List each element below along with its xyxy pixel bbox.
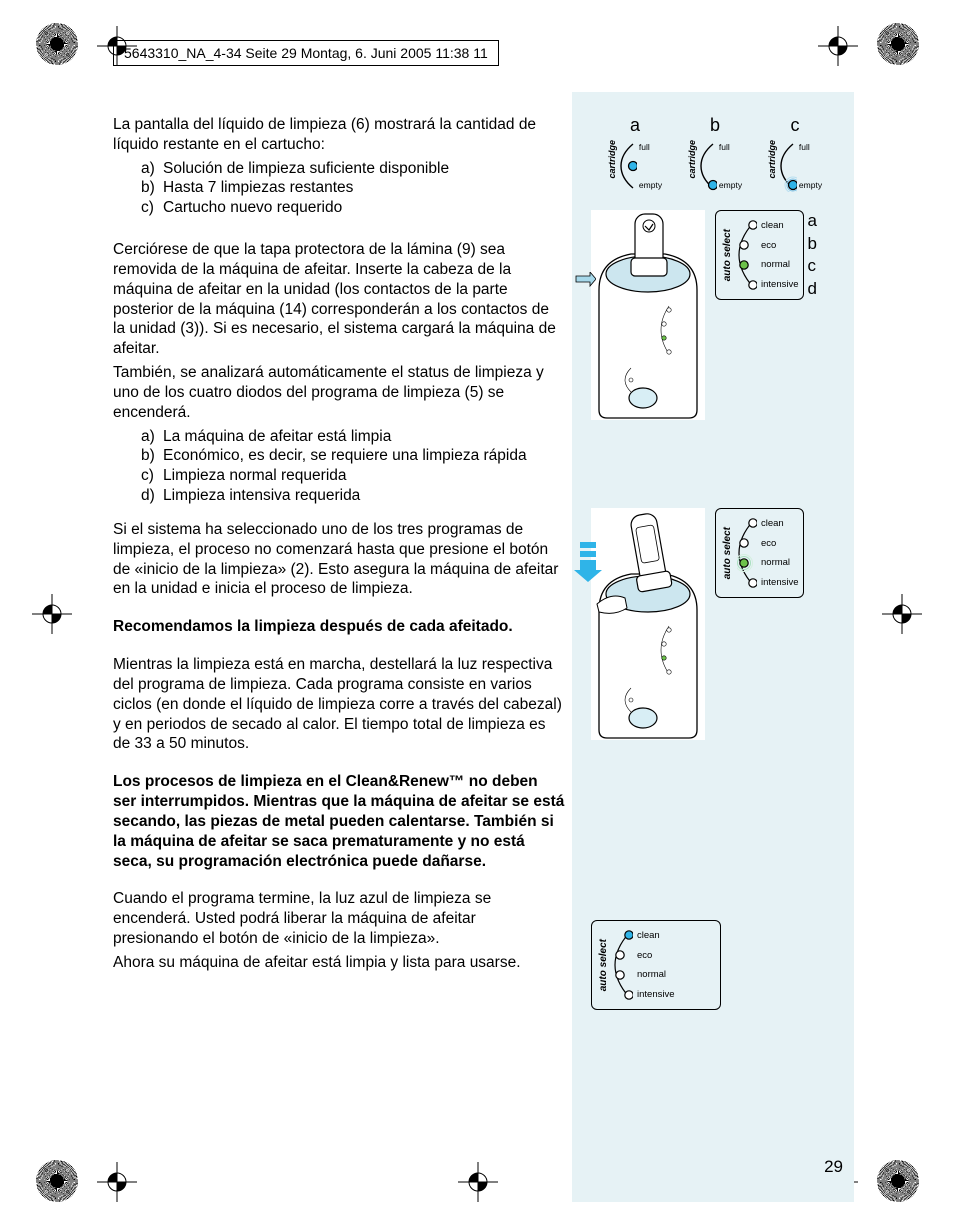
cart-b-empty: empty [719,180,742,190]
print-header: 5643310_NA_4-34 Seite 29 Montag, 6. Juni… [113,40,499,66]
asel-normal-1: normal [761,259,799,270]
asel-vtext-1: auto select [722,229,733,281]
cart-b-vtext: cartridge [688,140,697,179]
device-insert-diagram [591,210,705,420]
para-8: Cuando el programa termine, la luz azul … [113,889,565,948]
cart-a-label: a [630,115,640,136]
print-radial-tl [36,23,78,65]
cart-b-full: full [719,142,742,152]
li2-b-label: b) [141,446,163,466]
asel-clean-2: clean [761,518,799,529]
li-b: Hasta 7 limpiezas restantes [163,178,353,198]
para-6: Mientras la limpieza está en marcha, des… [113,655,565,754]
cart-a-gauge [619,140,637,192]
cart-c-gauge [779,140,797,192]
asel-vtext-3: auto select [598,939,609,991]
para-1: La pantalla del líquido de limpieza (6) … [113,115,565,155]
press-down-arrow-icon [574,542,602,582]
device-press-diagram [591,508,705,740]
li2-c-label: c) [141,466,163,486]
auto-select-box-3: auto select clean eco normal [591,920,721,1010]
li2-d-label: d) [141,486,163,506]
para-9: Ahora su máquina de afeitar está limpia … [113,953,565,973]
li-a-label: a) [141,159,163,179]
para-3: También, se analizará automáticamente el… [113,363,565,422]
asel-vtext-2: auto select [722,527,733,579]
cart-a-empty: empty [639,180,662,190]
asel-letter-a: a [808,211,817,231]
cart-c-full: full [799,142,822,152]
diagram-column: a cartridge full empty b cartridge full em… [591,115,839,1010]
cart-a-vtext: cartridge [608,140,617,179]
cartridge-b: b cartridge full empty [684,115,746,192]
asel-eco-2: eco [761,538,799,549]
reg-mark-ml [32,594,72,634]
li2-c: Limpieza normal requerida [163,466,347,486]
asel-normal-3: normal [637,969,675,980]
insert-arrow-icon [574,272,596,294]
cart-c-label: c [791,115,800,136]
auto-select-box-2: auto select clean [715,508,804,598]
print-radial-tr [877,23,919,65]
cart-c-vtext: cartridge [768,140,777,179]
reg-mark-tr [818,26,858,66]
page-content: La pantalla del líquido de limpieza (6) … [113,115,853,1193]
cart-b-gauge [699,140,717,192]
li2-a-label: a) [141,427,163,447]
li2-d: Limpieza intensiva requerida [163,486,360,506]
body-text: La pantalla del líquido de limpieza (6) … [113,115,565,977]
asel-letter-c: c [808,256,817,276]
asel-clean-1: clean [761,220,799,231]
asel-arc-3 [613,927,633,1003]
cart-c-empty: empty [799,180,822,190]
asel-eco-1: eco [761,240,799,251]
print-radial-bl [36,1160,78,1202]
diagram-row4: auto select clean eco normal [591,920,839,1010]
diagram-row3: auto select clean [591,508,839,740]
para-4: Si el sistema ha seleccionado uno de los… [113,520,565,599]
para-5-bold: Recomendamos la limpieza después de cada… [113,617,565,637]
auto-select-box-1: auto select clean [715,210,804,300]
li-b-label: b) [141,178,163,198]
para-7-bold: Los procesos de limpieza en el Clean&Ren… [113,772,565,871]
asel-intensive-1: intensive [761,279,799,290]
asel-arc-2 [737,515,757,591]
cartridge-a: a cartridge full empty [604,115,666,192]
print-radial-br [877,1160,919,1202]
asel-arc-1 [737,217,757,293]
asel-letters: a b c d [808,210,817,300]
asel-clean-3: clean [637,930,675,941]
page-number: 29 [824,1157,843,1177]
para-2: Cerciórese de que la tapa protectora de … [113,240,565,359]
li-c: Cartucho nuevo requerido [163,198,342,218]
li-a: Solución de limpieza suficiente disponib… [163,159,449,179]
li2-b: Económico, es decir, se requiere una lim… [163,446,527,466]
cartridge-c: c cartridge full empty [764,115,826,192]
cartridge-row: a cartridge full empty b cartridge full em… [591,115,839,192]
cart-a-full: full [639,142,662,152]
asel-normal-2: normal [761,557,799,568]
li2-a: La máquina de afeitar está limpia [163,427,391,447]
diagram-row2: auto select clean [591,210,839,420]
asel-letter-b: b [808,234,817,254]
asel-intensive-3: intensive [637,989,675,1000]
asel-eco-3: eco [637,950,675,961]
asel-letter-d: d [808,279,817,299]
li-c-label: c) [141,198,163,218]
cart-b-label: b [710,115,720,136]
asel-intensive-2: intensive [761,577,799,588]
reg-mark-mr [882,594,922,634]
